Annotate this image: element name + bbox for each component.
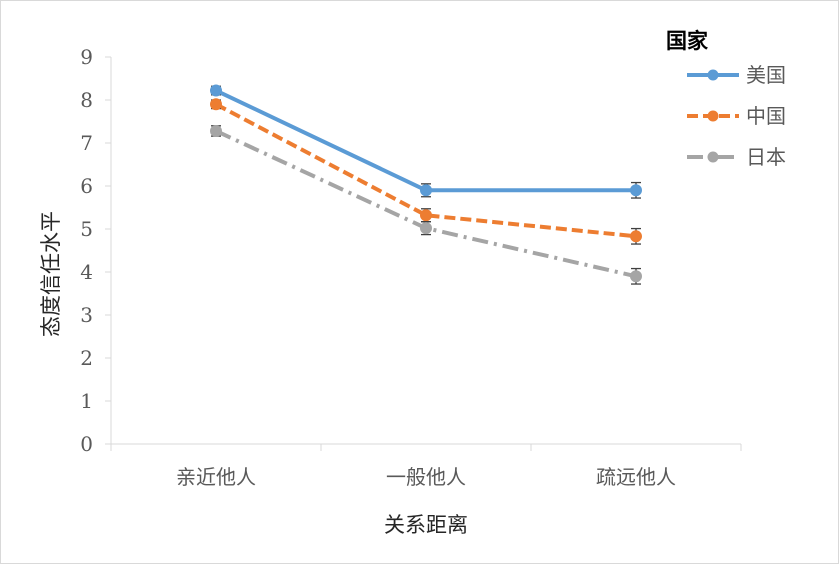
series-line [215,102,637,239]
y-axis-title: 态度信任水平 [39,211,63,337]
y-tick-label: 8 [80,88,93,112]
legend-marker [707,151,719,163]
x-tick-label: 亲近他人 [176,465,256,489]
legend-item-中国: 中国 [687,104,786,128]
series-美国 [210,84,642,199]
x-tick-label: 疏远他人 [596,465,676,489]
x-tick-label: 一般他人 [386,465,466,489]
y-tick-label: 1 [80,389,93,413]
legend-label: 中国 [746,104,786,128]
series-日本 [210,124,642,285]
data-point [210,98,222,111]
legend-marker [707,69,719,81]
data-point [420,209,432,222]
data-point [210,84,222,97]
series-line [215,129,637,279]
y-tick-label: 9 [80,45,93,69]
y-tick-label: 2 [80,346,93,370]
data-point [420,222,432,235]
legend-label: 美国 [746,63,786,87]
legend-title: 国家 [666,28,709,53]
legend-marker [707,110,719,122]
y-tick-label: 7 [80,131,93,155]
y-tick-label: 3 [80,303,93,327]
series-line [215,88,636,193]
axes: 0 1 2 3 4 5 6 7 8 9 亲近他人 一般他人 疏远他人 [80,45,742,489]
data-point [630,270,642,283]
data-point [420,184,432,197]
series-layer [210,84,642,285]
legend-label: 日本 [746,145,786,169]
y-tick-label: 4 [80,260,93,284]
x-axis-title: 关系距离 [384,513,468,537]
y-tick-label: 0 [80,432,93,456]
legend-item-日本: 日本 [687,145,786,169]
series-中国 [210,98,642,245]
y-tick-label: 5 [80,217,93,241]
data-point [210,124,222,137]
data-point [630,230,642,243]
data-point [630,184,642,197]
legend-item-美国: 美国 [687,63,786,87]
y-tick-label: 6 [80,174,93,198]
